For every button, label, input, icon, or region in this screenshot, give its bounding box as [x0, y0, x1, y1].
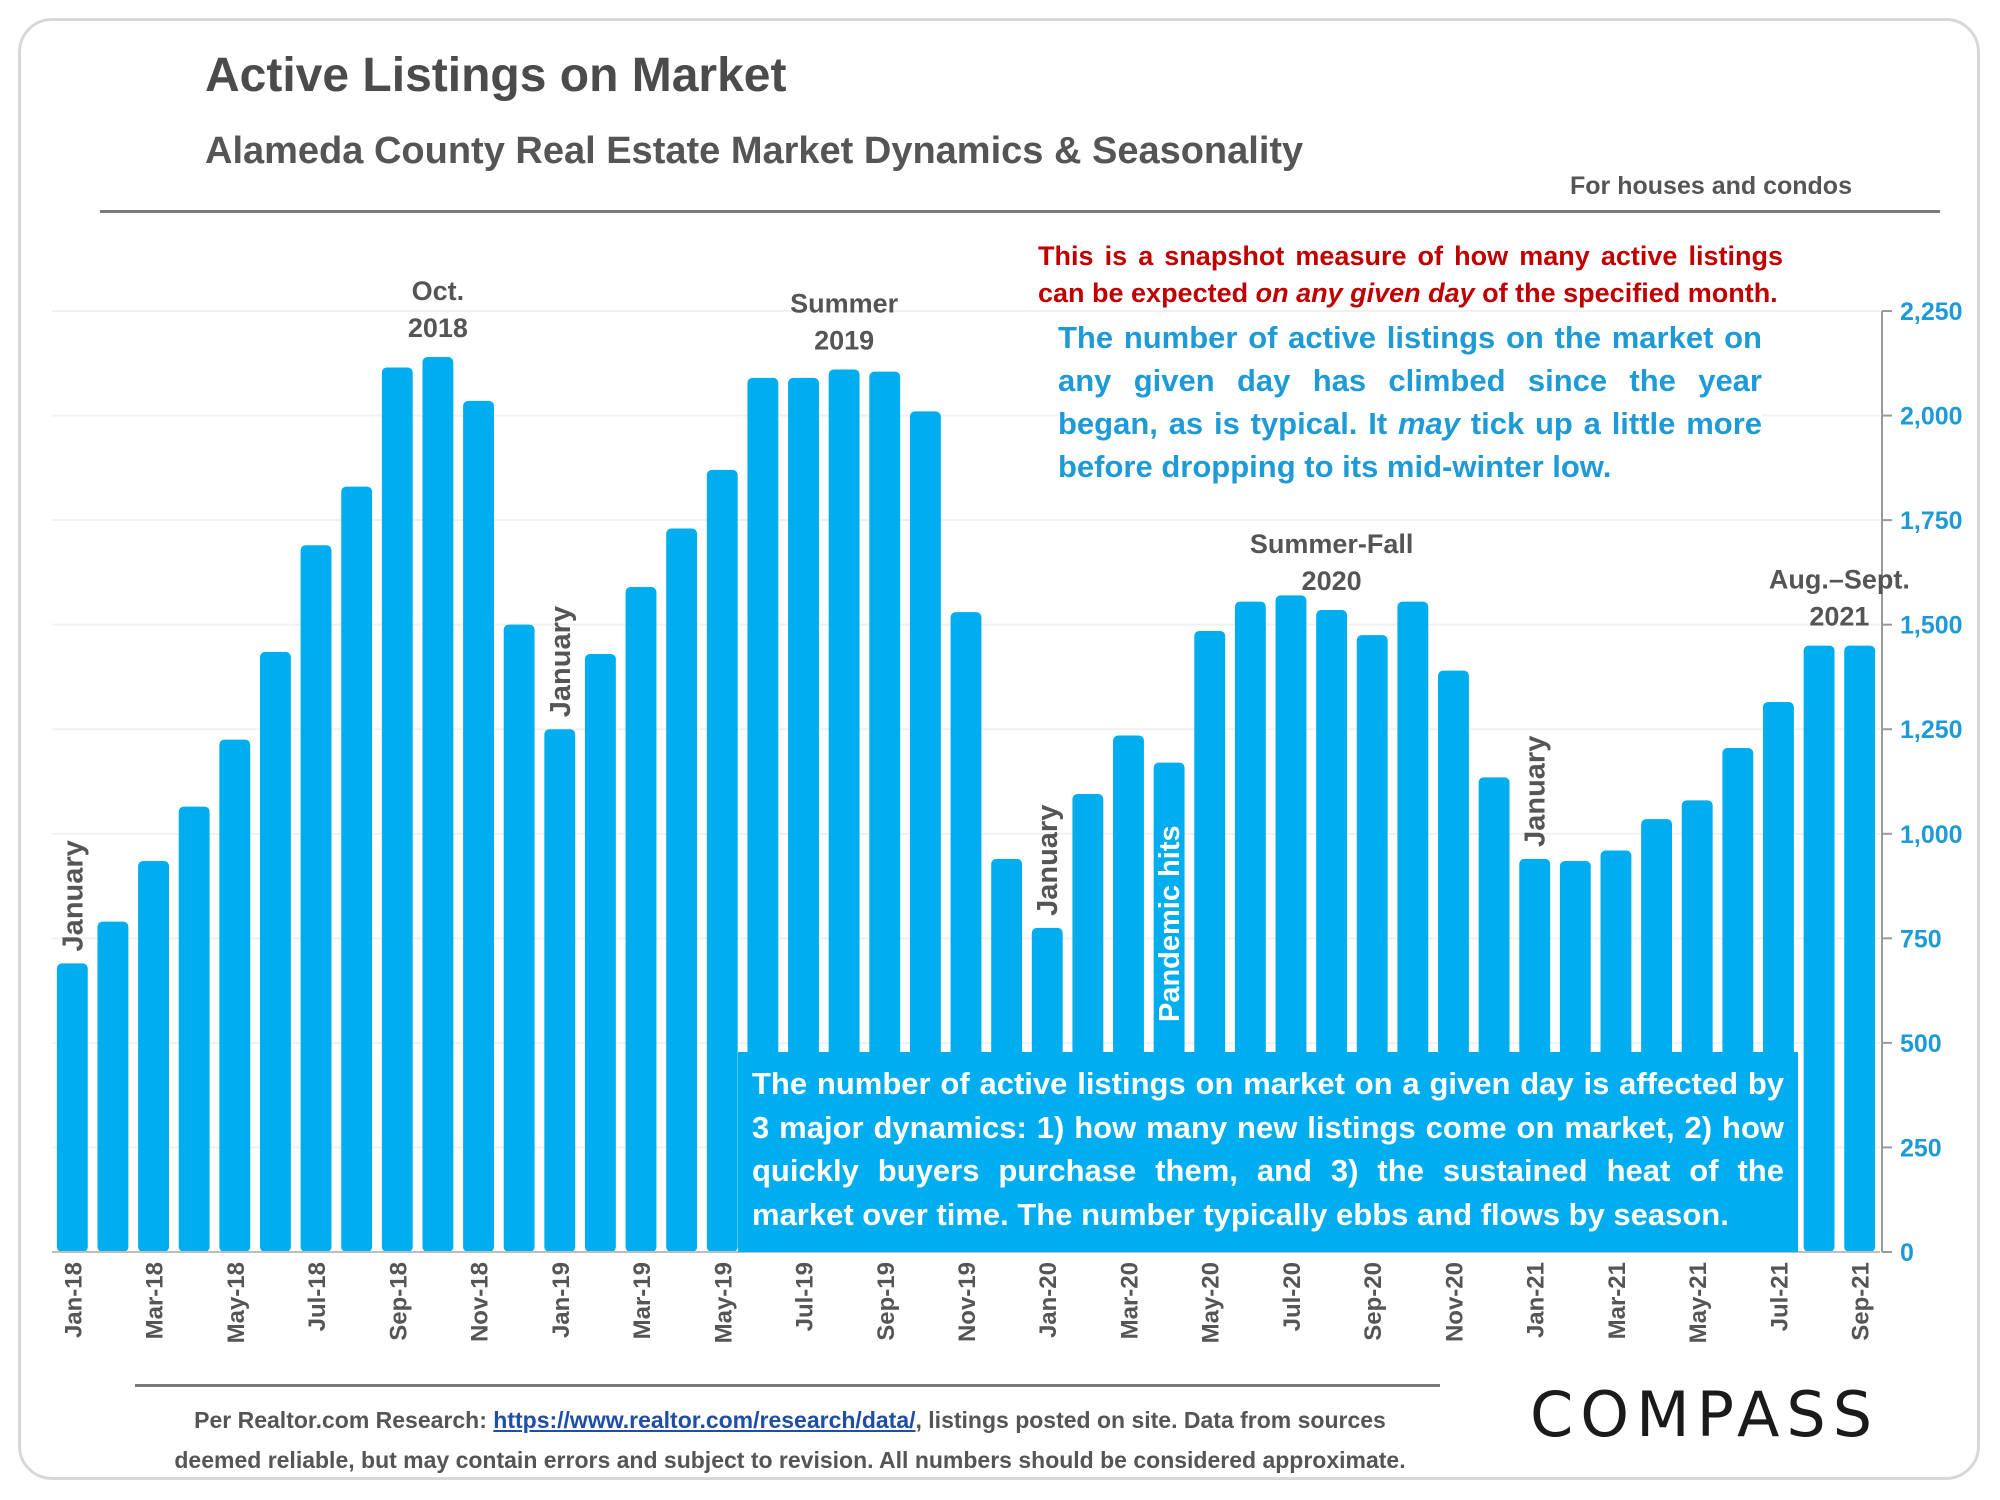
chart-frame	[18, 18, 1980, 1480]
annotation-2: January	[545, 606, 577, 717]
x-tick-label: Jan-20	[1035, 1262, 1062, 1338]
snapshot-note-text-2: of the specified month.	[1474, 278, 1778, 308]
bar-Jun-18	[259, 651, 291, 1252]
bar-Jul-19	[788, 377, 819, 1253]
annotation-6-line-1: 2020	[1302, 566, 1362, 596]
bar-Apr-18	[178, 806, 210, 1252]
y-tick-label: 2,250	[1900, 298, 1963, 326]
annotation-3-line-1: 2019	[814, 326, 874, 356]
y-tick-label: 1,500	[1900, 612, 1963, 640]
x-tick-label: Jul-20	[1279, 1262, 1306, 1331]
annotation-8-line-0: Aug.–Sept.	[1769, 565, 1910, 595]
snapshot-note-emphasis: on any given day	[1255, 278, 1475, 308]
page-subtitle: Alameda County Real Estate Market Dynami…	[205, 130, 1304, 172]
source-note: Per Realtor.com Research: https://www.re…	[130, 1400, 1450, 1480]
dynamics-note-text: The number of active listings on market …	[752, 1066, 1784, 1232]
annotation-6-line-0: Summer-Fall	[1250, 529, 1414, 559]
y-tick-label: 1,750	[1900, 507, 1963, 535]
bar-Jan-19	[544, 729, 576, 1252]
x-tick-label: Jul-18	[304, 1262, 331, 1331]
bar-Sep-18	[381, 367, 413, 1253]
bar-Feb-19	[584, 653, 616, 1252]
trend-note-emphasis: may	[1397, 406, 1460, 441]
page-title: Active Listings on Market	[205, 49, 787, 102]
bar-Dec-18	[503, 624, 535, 1252]
bar-Jun-19	[747, 377, 779, 1253]
source-link[interactable]: https://www.realtor.com/research/data/	[493, 1407, 916, 1433]
x-tick-label: Mar-18	[142, 1262, 169, 1339]
bar-Oct-19	[909, 411, 941, 1253]
x-tick-label: Nov-18	[467, 1262, 494, 1342]
bar-May-19	[706, 469, 738, 1252]
x-tick-label: Jan-19	[548, 1262, 575, 1338]
header-divider	[100, 210, 1940, 213]
x-tick-label: Jul-19	[792, 1262, 819, 1331]
bar-Apr-19	[666, 528, 698, 1252]
trend-note: The number of active listings on the mar…	[1058, 316, 1762, 488]
x-tick-label: Sep-21	[1848, 1262, 1875, 1341]
x-tick-label: May-19	[710, 1262, 737, 1343]
source-disclaimer: deemed reliable, but may contain errors …	[174, 1447, 1406, 1473]
y-tick-label: 0	[1900, 1239, 1914, 1267]
source-suffix: , listings posted on site. Data from sou…	[915, 1407, 1386, 1433]
compass-logo: COMPASS	[1530, 1378, 1880, 1451]
x-tick-label: Sep-18	[385, 1262, 412, 1341]
x-tick-label: Sep-19	[873, 1262, 900, 1341]
x-tick-label: Jan-21	[1523, 1262, 1550, 1338]
x-tick-label: May-18	[223, 1262, 250, 1343]
x-tick-label: Nov-19	[954, 1262, 981, 1342]
scope-note: For houses and condos	[1570, 172, 1852, 200]
dynamics-note-box: The number of active listings on market …	[738, 1052, 1798, 1252]
annotation-4: January	[1032, 805, 1064, 916]
bar-Mar-18	[138, 860, 169, 1252]
bar-Jul-18	[300, 545, 332, 1252]
x-tick-label: May-21	[1685, 1262, 1712, 1343]
y-tick-label: 250	[1900, 1134, 1942, 1162]
x-tick-label: May-20	[1198, 1262, 1225, 1343]
bar-Sep-19	[869, 371, 901, 1252]
bar-May-18	[219, 739, 251, 1252]
bar-Aug-19	[828, 369, 860, 1252]
x-tick-label: Mar-20	[1116, 1262, 1143, 1339]
source-prefix: Per Realtor.com Research:	[194, 1407, 494, 1433]
x-tick-label: Nov-20	[1441, 1262, 1468, 1342]
bar-Aug-18	[341, 486, 373, 1252]
annotation-1-line-1: 2018	[408, 313, 468, 343]
y-tick-label: 500	[1900, 1030, 1942, 1058]
bar-Mar-19	[625, 587, 657, 1252]
annotation-5: Pandemic hits	[1154, 825, 1186, 1022]
y-tick-label: 1,000	[1900, 821, 1963, 849]
annotation-0: January	[57, 840, 89, 951]
y-tick-label: 750	[1900, 925, 1942, 953]
x-tick-label: Mar-19	[629, 1262, 656, 1339]
x-tick-label: Mar-21	[1604, 1262, 1631, 1339]
trend-note-text-2: tick up a little more before dropping to…	[1058, 406, 1763, 484]
snapshot-note: This is a snapshot measure of how many a…	[1038, 238, 1783, 312]
bar-Aug-21	[1803, 645, 1835, 1252]
bar-Feb-18	[97, 921, 129, 1252]
x-tick-label: Jan-18	[60, 1262, 87, 1338]
snapshot-note-text-1: This is a snapshot measure of how many a…	[1038, 241, 1783, 308]
y-tick-label: 2,000	[1900, 403, 1963, 431]
annotation-7: January	[1520, 736, 1552, 847]
annotation-1-line-0: Oct.	[412, 276, 465, 306]
x-tick-label: Sep-20	[1360, 1262, 1387, 1341]
bar-Oct-18	[422, 357, 454, 1252]
bar-Jan-18	[56, 963, 88, 1252]
footer-divider	[135, 1384, 1440, 1387]
bar-Nov-18	[463, 400, 494, 1252]
annotation-3-line-0: Summer	[790, 289, 899, 319]
annotation-8-line-1: 2021	[1809, 602, 1869, 632]
trend-note-text-1: The number of active listings on the mar…	[1058, 320, 1762, 441]
bar-Sep-21	[1844, 645, 1876, 1252]
y-tick-label: 1,250	[1900, 716, 1963, 744]
x-tick-label: Jul-21	[1766, 1262, 1793, 1331]
